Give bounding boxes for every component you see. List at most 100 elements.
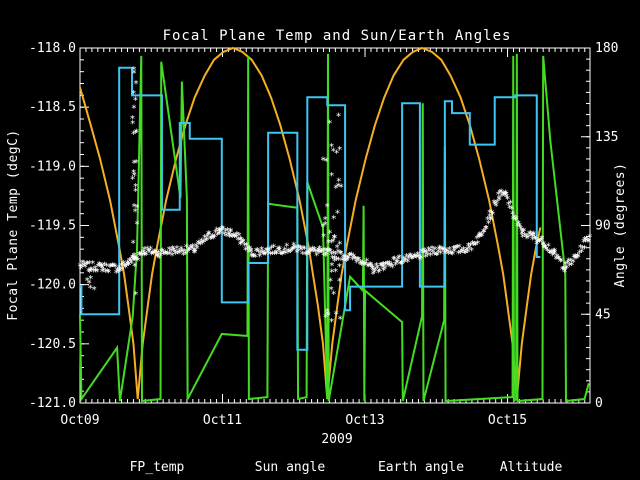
fp-temp-point: * <box>421 246 427 257</box>
fp-temp-point: * <box>557 257 563 268</box>
fp-temp-point: * <box>366 262 372 273</box>
fp-temp-point: * <box>530 231 536 242</box>
fp-temp-point: * <box>225 230 231 241</box>
fp-temp-point: * <box>523 232 529 243</box>
fp-temp-point: * <box>146 247 152 258</box>
fp-temp-point: * <box>386 259 392 270</box>
fp-temp-point: * <box>581 235 587 246</box>
fp-temp-point: * <box>450 250 456 261</box>
fp-temp-point: * <box>415 250 421 261</box>
fp-temp-point: * <box>182 250 188 261</box>
fp-temp-excursion-point: * <box>334 209 340 220</box>
fp-temp-point: * <box>426 245 432 256</box>
fp-temp-point: * <box>495 190 501 201</box>
fp-temp-point: * <box>509 204 515 215</box>
fp-temp-point: * <box>126 260 132 271</box>
fp-temp-excursion-point: * <box>130 119 136 130</box>
fp-temp-point: * <box>276 247 282 258</box>
fp-temp-excursion-point: * <box>130 253 136 264</box>
fp-temp-point: * <box>292 243 298 254</box>
fp-temp-point: * <box>179 248 185 259</box>
fp-temp-point: * <box>399 259 405 270</box>
fp-temp-point: * <box>525 233 531 244</box>
fp-temp-point: * <box>440 245 446 256</box>
fp-temp-point: * <box>380 261 386 272</box>
fp-temp-point: * <box>326 246 332 257</box>
fp-temp-point: * <box>450 244 456 255</box>
fp-temp-excursion-point: * <box>327 229 333 240</box>
y-left-tick-label: -121.0 <box>29 396 76 411</box>
fp-temp-point: * <box>125 259 131 270</box>
fp-temp-point: * <box>381 266 387 277</box>
fp-temp-point: * <box>464 245 470 256</box>
fp-temp-point: * <box>80 259 86 270</box>
fp-temp-point: * <box>157 251 163 262</box>
fp-temp-point: * <box>556 255 562 266</box>
fp-temp-excursion-point: * <box>130 239 136 250</box>
fp-temp-excursion-point: * <box>338 182 344 193</box>
fp-temp-point: * <box>221 230 227 241</box>
fp-temp-excursion-point: * <box>335 181 341 192</box>
legend: FP_temp Sun angle Earth angle Altitude <box>130 460 563 475</box>
fp-temp-point: * <box>526 229 532 240</box>
fp-temp-excursion-point: * <box>333 184 339 195</box>
fp-temp-point: * <box>109 261 115 272</box>
fp-temp-point: * <box>501 191 507 202</box>
fp-temp-point: * <box>98 263 104 274</box>
fp-temp-point: * <box>98 262 104 273</box>
fp-temp-point: * <box>430 248 436 259</box>
fp-temp-point: * <box>216 227 222 238</box>
fp-temp-excursion-point: * <box>133 182 139 193</box>
fp-temp-point: * <box>254 246 260 257</box>
fp-temp-point: * <box>125 261 131 272</box>
fp-temp-point: * <box>227 231 233 242</box>
fp-temp-point: * <box>549 247 555 258</box>
fp-temp-point: * <box>406 254 412 265</box>
fp-temp-point: * <box>540 240 546 251</box>
fp-temp-point: * <box>577 243 583 254</box>
fp-temp-point: * <box>343 257 349 268</box>
fp-temp-point: * <box>261 250 267 261</box>
y-left-tick-label: -118.5 <box>29 100 76 115</box>
fp-temp-point: * <box>282 246 288 257</box>
fp-temp-point: * <box>235 235 241 246</box>
fp-temp-point: * <box>427 247 433 258</box>
fp-temp-point: * <box>573 254 579 265</box>
fp-temp-point: * <box>527 229 533 240</box>
fp-temp-point: * <box>266 245 272 256</box>
fp-temp-point: * <box>423 248 429 259</box>
fp-temp-point: * <box>347 251 353 262</box>
fp-temp-point: * <box>474 234 480 245</box>
fp-temp-point: * <box>277 250 283 261</box>
fp-temp-point: * <box>273 248 279 259</box>
x-tick-label-oct13: Oct13 <box>345 413 384 428</box>
fp-temp-point: * <box>358 258 364 269</box>
fp-temp-point: * <box>288 246 294 257</box>
fp-temp-point: * <box>279 249 285 260</box>
fp-temp-excursion-point: * <box>131 158 137 169</box>
fp-temp-point: * <box>314 247 320 258</box>
fp-temp-point: * <box>576 248 582 259</box>
fp-temp-point: * <box>381 260 387 271</box>
fp-temp-point: * <box>410 254 416 265</box>
fp-temp-point: * <box>320 246 326 257</box>
fp-temp-point: * <box>445 249 451 260</box>
fp-temp-point: * <box>97 261 103 272</box>
fp-temp-point: * <box>512 215 518 226</box>
fp-temp-point: * <box>297 244 303 255</box>
fp-temp-point: * <box>176 249 182 260</box>
fp-temp-point: * <box>325 246 331 257</box>
fp-temp-excursion-point: * <box>133 128 139 139</box>
fp-temp-point: * <box>569 261 575 272</box>
fp-temp-point: * <box>363 260 369 271</box>
fp-temp-excursion-point: * <box>131 69 137 80</box>
fp-temp-point: * <box>148 250 154 261</box>
fp-temp-point: * <box>385 261 391 272</box>
fp-temp-excursion-point: * <box>336 276 342 287</box>
y-left-tick-label: -120.0 <box>29 278 76 293</box>
fp-temp-point: * <box>250 252 256 263</box>
fp-temp-point: * <box>217 226 223 237</box>
legend-sun-angle: Sun angle <box>255 460 326 475</box>
fp-temp-point: * <box>460 247 466 258</box>
fp-temp-excursion-point: * <box>325 311 331 322</box>
